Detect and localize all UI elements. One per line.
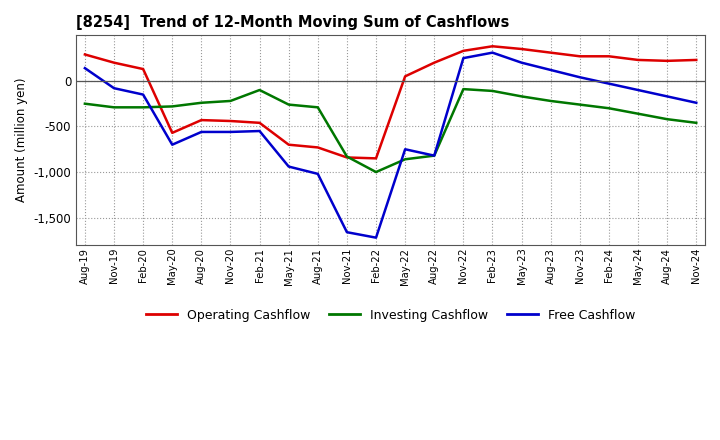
Operating Cashflow — [372, 156, 380, 161]
Operating Cashflow — [139, 66, 148, 72]
Free Cashflow — [663, 94, 672, 99]
Investing Cashflow — [663, 117, 672, 122]
Free Cashflow — [284, 164, 293, 169]
Operating Cashflow — [109, 60, 118, 65]
Operating Cashflow — [488, 44, 497, 49]
Operating Cashflow — [343, 155, 351, 160]
Free Cashflow — [372, 235, 380, 240]
Free Cashflow — [575, 75, 584, 80]
Operating Cashflow — [313, 145, 322, 150]
Y-axis label: Amount (million yen): Amount (million yen) — [15, 78, 28, 202]
Investing Cashflow — [343, 154, 351, 159]
Operating Cashflow — [197, 117, 206, 123]
Operating Cashflow — [256, 120, 264, 125]
Investing Cashflow — [605, 106, 613, 111]
Operating Cashflow — [575, 54, 584, 59]
Free Cashflow — [109, 85, 118, 91]
Investing Cashflow — [256, 88, 264, 93]
Free Cashflow — [139, 92, 148, 97]
Free Cashflow — [226, 129, 235, 135]
Operating Cashflow — [81, 52, 89, 57]
Investing Cashflow — [226, 98, 235, 103]
Free Cashflow — [401, 147, 410, 152]
Investing Cashflow — [488, 88, 497, 94]
Free Cashflow — [692, 100, 701, 106]
Free Cashflow — [488, 50, 497, 55]
Investing Cashflow — [517, 94, 526, 99]
Free Cashflow — [605, 81, 613, 86]
Investing Cashflow — [459, 87, 468, 92]
Investing Cashflow — [197, 100, 206, 106]
Free Cashflow — [313, 171, 322, 176]
Operating Cashflow — [517, 46, 526, 51]
Free Cashflow — [517, 60, 526, 65]
Operating Cashflow — [459, 48, 468, 54]
Investing Cashflow — [692, 120, 701, 125]
Free Cashflow — [546, 67, 555, 73]
Operating Cashflow — [284, 142, 293, 147]
Operating Cashflow — [692, 57, 701, 62]
Free Cashflow — [197, 129, 206, 135]
Line: Operating Cashflow: Operating Cashflow — [85, 46, 696, 158]
Free Cashflow — [634, 88, 642, 93]
Investing Cashflow — [575, 102, 584, 107]
Investing Cashflow — [139, 105, 148, 110]
Operating Cashflow — [663, 58, 672, 63]
Operating Cashflow — [634, 57, 642, 62]
Investing Cashflow — [401, 157, 410, 162]
Operating Cashflow — [430, 60, 438, 65]
Free Cashflow — [430, 153, 438, 158]
Free Cashflow — [81, 66, 89, 71]
Operating Cashflow — [546, 50, 555, 55]
Investing Cashflow — [546, 98, 555, 103]
Investing Cashflow — [372, 169, 380, 175]
Investing Cashflow — [430, 153, 438, 158]
Legend: Operating Cashflow, Investing Cashflow, Free Cashflow: Operating Cashflow, Investing Cashflow, … — [140, 304, 641, 327]
Investing Cashflow — [168, 104, 176, 109]
Text: [8254]  Trend of 12-Month Moving Sum of Cashflows: [8254] Trend of 12-Month Moving Sum of C… — [76, 15, 510, 30]
Free Cashflow — [168, 142, 176, 147]
Operating Cashflow — [605, 54, 613, 59]
Free Cashflow — [459, 55, 468, 61]
Free Cashflow — [256, 128, 264, 134]
Investing Cashflow — [634, 111, 642, 116]
Investing Cashflow — [109, 105, 118, 110]
Free Cashflow — [343, 230, 351, 235]
Operating Cashflow — [168, 130, 176, 136]
Line: Free Cashflow: Free Cashflow — [85, 53, 696, 238]
Line: Investing Cashflow: Investing Cashflow — [85, 89, 696, 172]
Operating Cashflow — [226, 118, 235, 124]
Investing Cashflow — [284, 102, 293, 107]
Investing Cashflow — [313, 105, 322, 110]
Investing Cashflow — [81, 101, 89, 106]
Operating Cashflow — [401, 74, 410, 79]
